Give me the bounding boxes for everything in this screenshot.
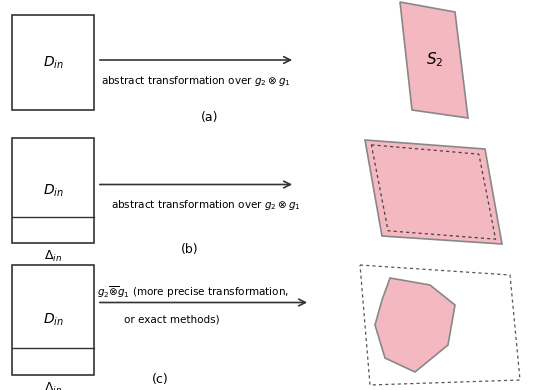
Text: $D_{in}$: $D_{in}$ bbox=[43, 182, 63, 199]
Text: (a): (a) bbox=[201, 110, 219, 124]
Text: $D_{in}$: $D_{in}$ bbox=[43, 54, 63, 71]
Text: abstract transformation over $g_2 \otimes g_1$: abstract transformation over $g_2 \otime… bbox=[101, 74, 291, 88]
Text: $\Delta_{in}$: $\Delta_{in}$ bbox=[44, 248, 62, 264]
Bar bbox=[12, 265, 94, 375]
Text: $D_{in}$: $D_{in}$ bbox=[43, 312, 63, 328]
Text: $\Delta_{in}$: $\Delta_{in}$ bbox=[44, 381, 62, 390]
Polygon shape bbox=[375, 278, 455, 372]
Text: (c): (c) bbox=[152, 374, 169, 386]
Text: or exact methods): or exact methods) bbox=[124, 314, 220, 324]
Text: (b): (b) bbox=[181, 243, 199, 257]
Bar bbox=[12, 15, 94, 110]
Text: $S_2$: $S_2$ bbox=[426, 51, 444, 69]
Text: abstract transformation over $g_2 \otimes g_1$: abstract transformation over $g_2 \otime… bbox=[111, 199, 301, 213]
Polygon shape bbox=[400, 2, 468, 118]
Bar bbox=[12, 138, 94, 243]
Text: $g_2 \overline{\otimes} g_1$ (more precise transformation,: $g_2 \overline{\otimes} g_1$ (more preci… bbox=[97, 285, 289, 301]
Polygon shape bbox=[365, 140, 502, 244]
